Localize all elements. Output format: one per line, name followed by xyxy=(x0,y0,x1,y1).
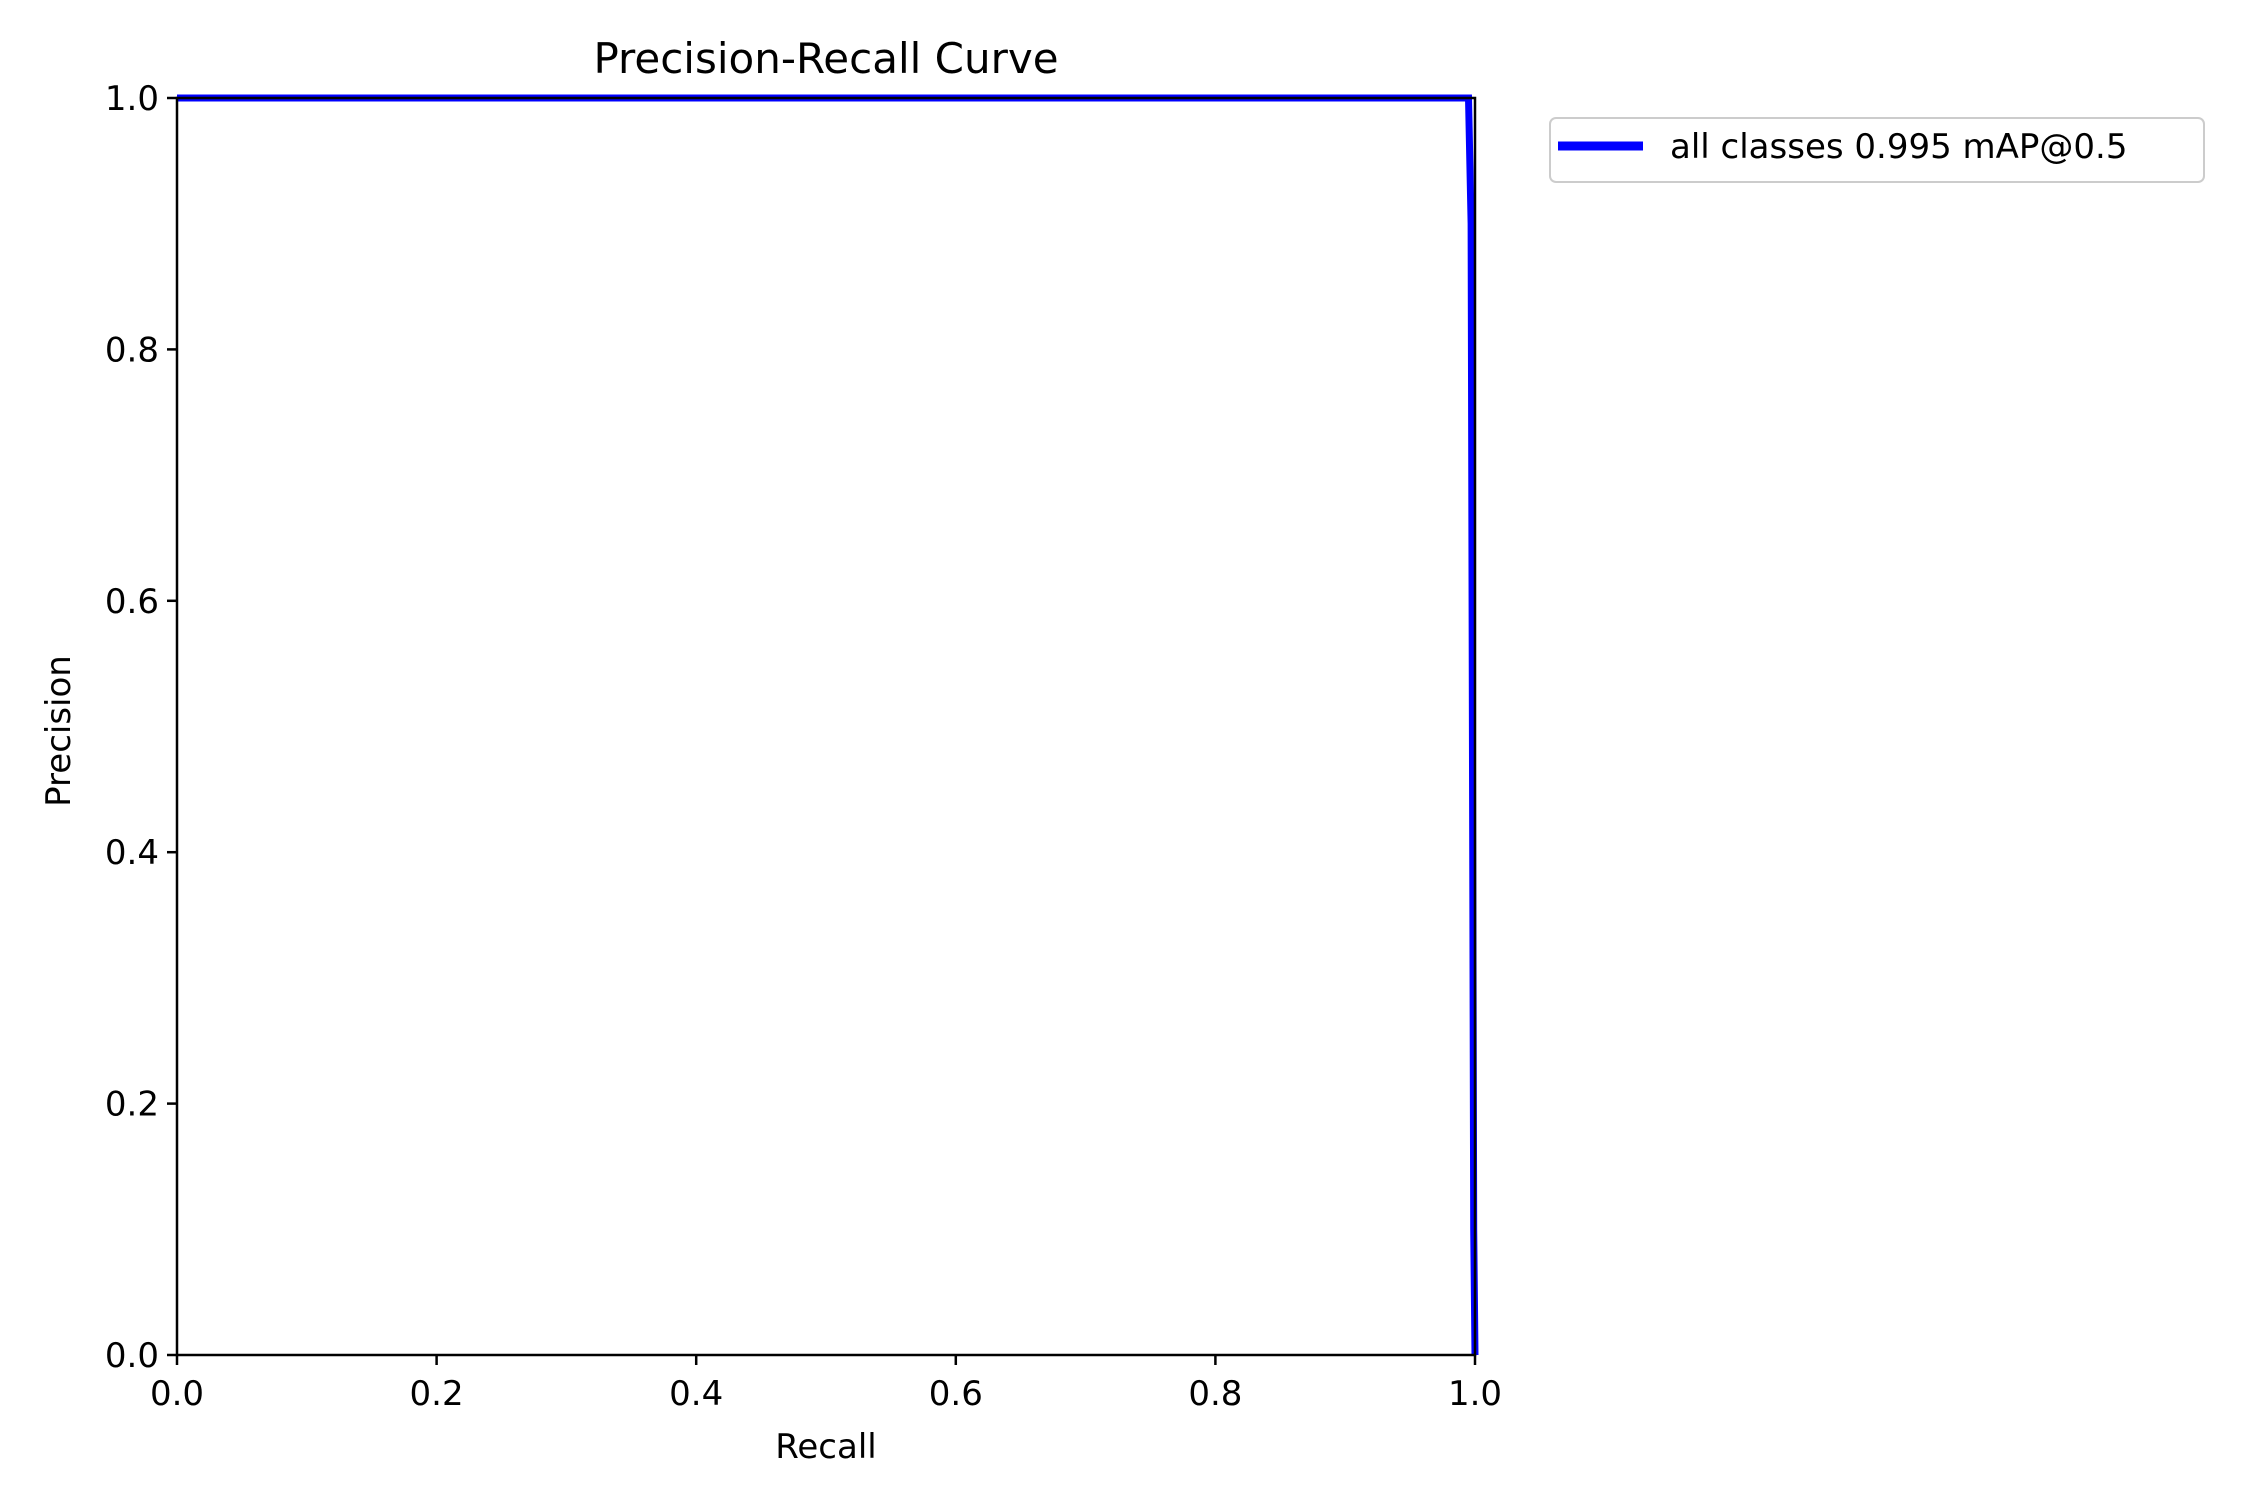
x-tick-label: 0.8 xyxy=(1188,1374,1242,1414)
x-tick-label: 0.4 xyxy=(669,1374,723,1414)
x-tick-label: 0.2 xyxy=(410,1374,464,1414)
y-tick-label: 1.0 xyxy=(105,79,159,119)
y-tick-label: 0.2 xyxy=(105,1085,159,1125)
plot-frame xyxy=(175,96,1477,1357)
legend-label-all-classes: all classes 0.995 mAP@0.5 xyxy=(1670,127,2127,167)
y-axis-label: Precision xyxy=(39,655,79,807)
legend: all classes 0.995 mAP@0.5 xyxy=(1549,117,2205,183)
x-tick-label: 0.0 xyxy=(150,1374,204,1414)
x-axis-label: Recall xyxy=(775,1427,876,1467)
y-tick-label: 0.0 xyxy=(105,1336,159,1376)
x-tick-label: 1.0 xyxy=(1448,1374,1502,1414)
chart-title: Precision-Recall Curve xyxy=(593,34,1058,83)
legend-box xyxy=(1549,117,2205,183)
y-tick-label: 0.4 xyxy=(105,833,159,873)
x-tick-label: 0.6 xyxy=(929,1374,983,1414)
y-tick-label: 0.6 xyxy=(105,582,159,622)
plot-area xyxy=(177,98,1475,1355)
y-tick-label: 0.8 xyxy=(105,330,159,370)
axis-ticks: 0.0 0.2 0.4 0.6 0.8 1.0 0.0 0.2 0.4 0.6 0.8 1.0 xyxy=(105,79,1502,1414)
